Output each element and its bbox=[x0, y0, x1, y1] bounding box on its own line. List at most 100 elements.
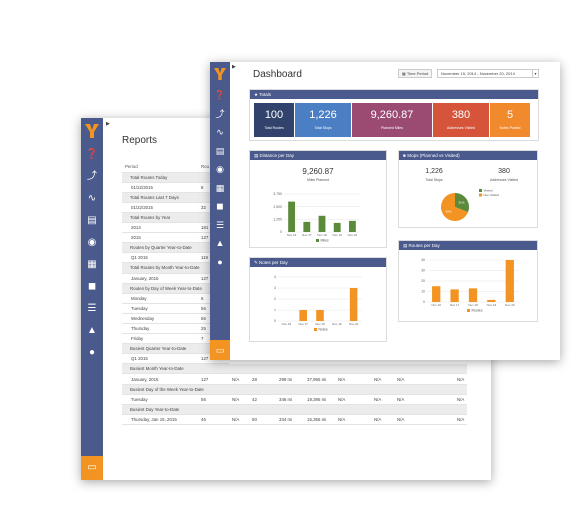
logo-icon bbox=[85, 124, 99, 138]
y-tick-label: 40 bbox=[421, 258, 425, 262]
bar bbox=[348, 220, 356, 232]
time-period-label: Time Period bbox=[406, 71, 429, 76]
table-group-row: Busiest Day Year-to-Date bbox=[122, 404, 468, 415]
table-cell: N/A bbox=[454, 373, 468, 385]
route-icon[interactable]: ⤴ bbox=[87, 171, 97, 182]
table-cell: 2015 bbox=[122, 232, 198, 244]
delivery-icon[interactable]: ◼ bbox=[87, 281, 97, 292]
trend-icon[interactable]: ∿ bbox=[216, 127, 224, 137]
chart-icon[interactable]: ▲ bbox=[87, 325, 97, 336]
user-icon[interactable]: ● bbox=[217, 256, 223, 267]
table-cell: Tuesday bbox=[122, 303, 198, 314]
y-tick-label: 4 bbox=[274, 275, 276, 279]
kpi-label: Total Routes bbox=[264, 126, 284, 130]
table-cell: N/A bbox=[335, 394, 371, 405]
table-cell: 50 bbox=[249, 414, 276, 425]
bar bbox=[299, 310, 307, 321]
totals-header: ★ Totals bbox=[250, 90, 538, 99]
table-cell: N/A bbox=[229, 373, 249, 385]
table-cell: Thursday, Jan 15, 2015 bbox=[122, 414, 198, 425]
table-group-row: Busiest Day of the Week Year-to-Date bbox=[122, 384, 468, 395]
kpi-value: 1,226 bbox=[309, 109, 337, 121]
table-row: Thursday, Jan 15, 2015 46 N/A 50 334 mi 15,35… bbox=[122, 414, 468, 425]
kpi-value: 100 bbox=[264, 109, 284, 121]
total-stops-stat: 1,226 Total Stops bbox=[399, 168, 469, 188]
distance-panel: ▤ Distance per Day 9,260.87 Miles Planne… bbox=[249, 150, 387, 248]
kpi-value: 9,260.87 bbox=[370, 109, 414, 121]
table-cell: 15,356 mi bbox=[304, 414, 335, 425]
calendar-icon[interactable]: ☰ bbox=[87, 303, 97, 314]
table-cell: January, 2015 bbox=[122, 373, 198, 385]
miles-label: Miles Planned bbox=[307, 178, 329, 182]
bar bbox=[333, 222, 341, 232]
table-cell: N/A bbox=[454, 414, 468, 425]
distance-header: ▤ Distance per Day bbox=[250, 151, 386, 160]
table-cell: N/A bbox=[394, 394, 454, 405]
trend-icon[interactable]: ∿ bbox=[87, 193, 97, 204]
table-cell: 299 mi bbox=[276, 373, 304, 385]
expand-arrow-icon[interactable]: ▶ bbox=[106, 121, 110, 127]
column-header[interactable]: Period bbox=[122, 162, 198, 173]
y-tick-label: 20 bbox=[421, 279, 425, 283]
stops-title: Stops (Planned vs Visited) bbox=[406, 153, 460, 158]
truck-icon[interactable]: ▤ bbox=[215, 145, 225, 156]
table-cell: N/A bbox=[454, 394, 468, 405]
chat-button[interactable]: ▭ bbox=[81, 456, 103, 480]
calendar-icon[interactable]: ☰ bbox=[215, 219, 225, 230]
table-cell: N/A bbox=[371, 373, 394, 385]
x-tick-label: Nov 19 bbox=[487, 303, 497, 307]
expand-arrow-icon[interactable]: ▶ bbox=[232, 64, 236, 70]
bar bbox=[288, 201, 296, 232]
kpi-value: 380 bbox=[451, 109, 471, 121]
legend-swatch bbox=[479, 189, 482, 192]
y-tick-label: 10 bbox=[421, 290, 425, 294]
visited-stat: 380 Addresses Visited bbox=[469, 168, 539, 188]
x-tick-label: Nov 19 bbox=[332, 322, 342, 326]
bar bbox=[318, 215, 326, 232]
kpi-card: 5 Notes Posted bbox=[490, 103, 530, 137]
route-icon[interactable]: ⤴ bbox=[215, 108, 225, 119]
dashboard-window: ❓ ⤴ ∿ ▤ ◉ ▦ ◼ ☰ ▲ ● ▭ ▶ Dashboard ▦ Time… bbox=[210, 62, 560, 360]
chart-icon[interactable]: ▲ bbox=[215, 238, 225, 248]
time-period-button[interactable]: ▦ Time Period bbox=[398, 69, 433, 78]
map-icon[interactable]: ▦ bbox=[215, 182, 225, 193]
y-tick-label: 0 bbox=[274, 319, 276, 323]
chat-button[interactable]: ▭ bbox=[210, 340, 230, 360]
date-range-field[interactable]: November 15, 2014 - November 20, 2014 bbox=[437, 69, 539, 78]
kpi-value: 5 bbox=[506, 109, 514, 121]
chevron-down-icon[interactable]: ▾ bbox=[532, 69, 539, 78]
y-tick-label: 2 bbox=[274, 297, 276, 301]
kpi-card: 100 Total Routes bbox=[254, 103, 294, 137]
y-tick-label: 1,250 bbox=[273, 218, 282, 222]
table-cell: 127 bbox=[198, 373, 229, 385]
kpi-label: Notes Posted bbox=[499, 126, 521, 130]
legend-label: Visited bbox=[484, 189, 493, 193]
logo-icon bbox=[214, 68, 226, 80]
pin-icon[interactable]: ◉ bbox=[87, 237, 97, 248]
x-tick-label: Nov 17 bbox=[302, 233, 312, 237]
table-cell: N/A bbox=[394, 373, 454, 385]
table-group-row: Busiest Month Year-to-Date bbox=[122, 363, 468, 375]
question-icon[interactable]: ❓ bbox=[85, 149, 99, 160]
legend-label: Miles bbox=[321, 239, 329, 243]
y-tick-label: 30 bbox=[421, 269, 425, 273]
stops-header: ■ Stops (Planned vs Visited) bbox=[399, 151, 537, 160]
table-cell: 19,395 mi bbox=[304, 394, 335, 405]
table-cell: 01/22/2015 bbox=[122, 182, 198, 193]
map-icon[interactable]: ▦ bbox=[87, 259, 97, 270]
kpi-label: Total Stops bbox=[314, 126, 332, 130]
user-icon[interactable]: ● bbox=[88, 347, 96, 358]
stops-panel: ■ Stops (Planned vs Visited) 1,226 Total… bbox=[398, 150, 538, 228]
table-cell: N/A bbox=[371, 394, 394, 405]
legend-label: Routes bbox=[472, 309, 483, 313]
table-cell: Busiest Month Year-to-Date bbox=[122, 363, 468, 375]
table-cell: Q1 2015 bbox=[122, 252, 198, 264]
delivery-icon[interactable]: ◼ bbox=[216, 201, 224, 211]
question-icon[interactable]: ❓ bbox=[214, 90, 226, 100]
kpi-card: 9,260.87 Planned Miles bbox=[352, 103, 432, 137]
pin-icon[interactable]: ◉ bbox=[216, 164, 224, 174]
truck-icon[interactable]: ▤ bbox=[87, 215, 97, 226]
bar bbox=[468, 288, 478, 302]
legend-swatch bbox=[467, 309, 470, 312]
